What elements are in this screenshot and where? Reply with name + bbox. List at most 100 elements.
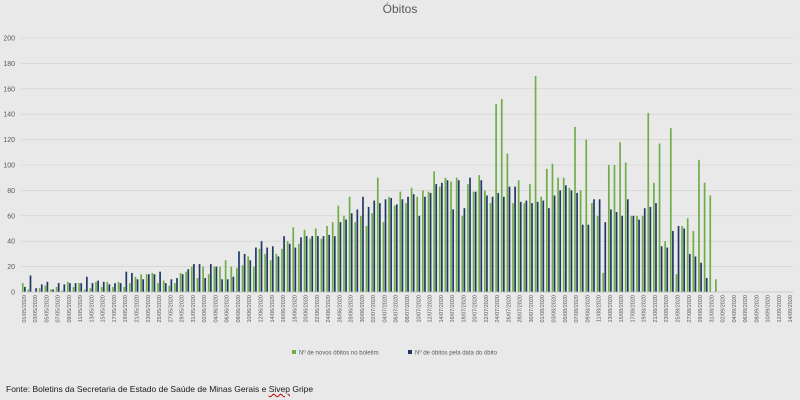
bar-novos-obitos [653,182,655,292]
bar-obitos-data [469,177,471,292]
bar-obitos-data [463,208,466,292]
x-tick-label: 10/07/2020 [416,295,422,323]
bar-obitos-data [46,281,49,292]
bar-novos-obitos [422,190,424,292]
bar-obitos-data [446,180,449,292]
x-tick-label: 23/08/2020 [664,295,670,323]
bar-novos-obitos [151,272,154,292]
bar-obitos-data [598,199,601,292]
legend-label-novos-obitos: Nº de novos óbitos no boletim [299,350,379,357]
bar-obitos-data [187,269,190,292]
x-tick-label: 15/08/2020 [619,295,625,323]
bar-obitos-data [587,224,590,292]
y-tick-label: 180 [3,61,15,68]
bar-obitos-data [621,215,624,292]
bar-novos-obitos [236,267,238,292]
bar-novos-obitos [506,153,509,292]
bar-novos-obitos [95,281,97,292]
bar-novos-obitos [230,266,233,292]
bar-novos-obitos [607,165,610,292]
bar-obitos-data [198,264,201,292]
bar-novos-obitos [275,253,278,292]
bar-novos-obitos [100,286,103,292]
bar-obitos-data [705,278,708,292]
bar-novos-obitos [303,229,306,292]
x-tick-label: 06/09/2020 [743,295,749,323]
bar-obitos-data [153,274,156,292]
bar-obitos-data [429,192,432,292]
bar-novos-obitos [27,289,30,292]
bar-novos-obitos [591,203,593,292]
bar-novos-obitos [715,279,717,292]
bar-novos-obitos [196,278,199,292]
bar-obitos-data [480,180,483,292]
source-text: Fonte: Boletins da Secretaria de Estado … [6,384,269,394]
bar-obitos-data [86,276,88,292]
bar-novos-obitos [382,222,385,292]
bar-obitos-data [486,195,488,292]
bar-obitos-data [131,272,133,292]
x-tick-label: 03/08/2020 [552,295,558,323]
bar-obitos-data [519,201,522,292]
bar-obitos-data [266,247,269,292]
bar-novos-obitos [472,191,475,292]
bar-novos-obitos [269,260,272,292]
bar-obitos-data [52,289,54,292]
bar-novos-obitos [545,168,548,292]
bar-obitos-data [91,283,94,292]
x-tick-label: 01/08/2020 [540,295,546,323]
bar-novos-obitos [157,283,159,292]
bar-novos-obitos [326,225,328,292]
bar-novos-obitos [467,184,469,292]
bar-novos-obitos [117,281,120,292]
x-tick-label: 05/08/2020 [563,295,569,323]
bar-obitos-data [193,264,195,292]
bar-obitos-data [626,199,629,292]
bar-obitos-data [159,271,161,292]
bar-obitos-data [97,280,99,292]
y-axis-ticks: 0 20 40 60 80 100 120 140 160 180 200 [3,36,15,297]
x-tick-label: 02/07/2020 [371,295,377,323]
bar-obitos-data [441,182,443,292]
x-tick-label: 16/06/2020 [281,295,287,323]
bar-obitos-data [249,260,252,292]
y-tick-label: 200 [3,36,15,43]
bar-obitos-data [108,284,111,292]
bar-obitos-data [367,206,370,292]
bar-novos-obitos [219,266,221,292]
bar-novos-obitos [241,265,244,292]
bar-novos-obitos [557,177,559,292]
bar-novos-obitos [89,288,92,292]
bar-obitos-data [564,185,567,292]
bar-obitos-data [435,184,438,292]
bar-novos-obitos [298,243,300,292]
x-tick-label: 14/07/2020 [439,295,445,323]
x-axis-ticks: 01/05/2020 03/05/2020 05/05/2020 07/05/2020… [22,295,794,323]
bar-obitos-data [536,201,539,292]
bar-obitos-data [672,231,674,292]
x-tick-label: 18/06/2020 [292,295,298,323]
bar-novos-obitos [540,196,543,292]
bar-novos-obitos [602,272,605,292]
bar-novos-obitos [50,289,52,292]
gridlines [21,37,793,267]
bar-novos-obitos [455,177,458,292]
bar-novos-obitos [438,186,441,292]
bar-novos-obitos [484,190,486,292]
bar-obitos-data [119,283,122,292]
bar-obitos-data [379,203,381,292]
bar-novos-obitos [314,228,317,292]
bar-novos-obitos [523,203,526,292]
x-tick-label: 21/08/2020 [653,295,659,323]
bar-novos-obitos [619,142,621,292]
x-tick-label: 12/06/2020 [258,295,264,323]
x-tick-label: 24/06/2020 [326,295,332,323]
bar-obitos-data [610,209,612,292]
bar-obitos-data [305,236,308,292]
bar-obitos-data [593,199,595,292]
x-tick-label: 11/05/2020 [78,295,84,322]
bar-obitos-data [322,236,325,292]
bar-novos-obitos [388,196,390,292]
bar-obitos-data [232,276,235,292]
bar-novos-obitos [185,271,188,292]
